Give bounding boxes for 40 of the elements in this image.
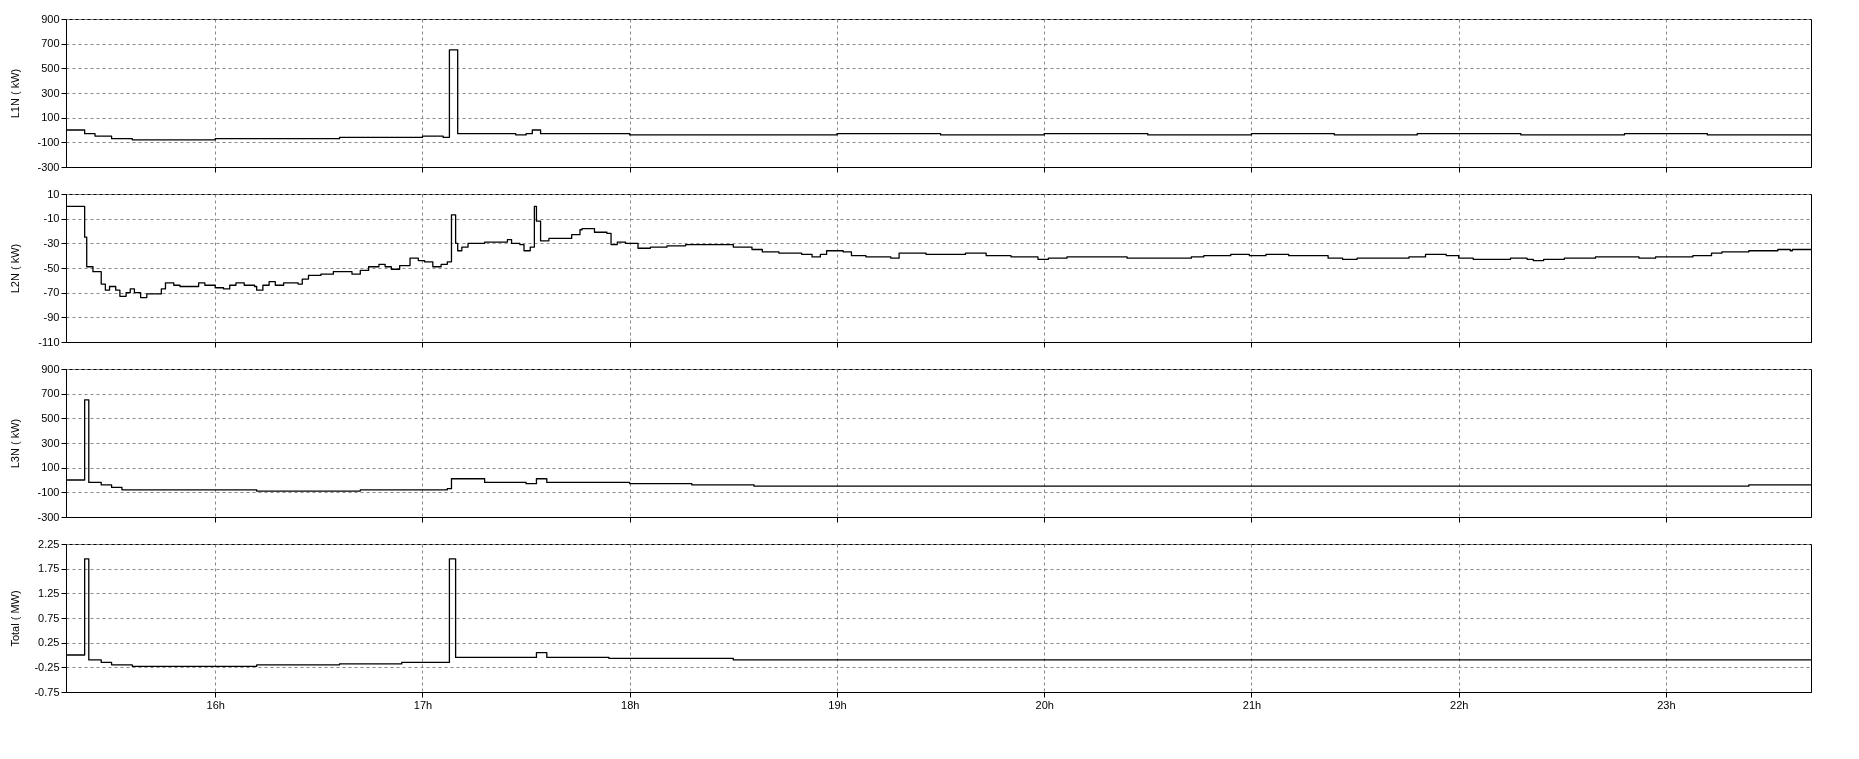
y-axis-title: L2N ( kW): [8, 243, 21, 294]
y-tick-label: -70: [43, 286, 60, 299]
y-tick-label: -90: [43, 310, 60, 323]
y-tick-label: 300: [41, 436, 60, 449]
y-tick-label: 500: [41, 61, 60, 74]
y-tick-label: -10: [43, 212, 60, 225]
y-tick-label: 0.75: [38, 611, 60, 624]
y-tick-label: 900: [41, 362, 60, 375]
y-tick-label: -50: [43, 261, 60, 274]
x-tick-label: 17h: [413, 698, 433, 711]
y-tick-label: 300: [41, 86, 60, 99]
y-tick-label: 100: [41, 461, 60, 474]
y-axis-title: Total ( MW): [8, 590, 21, 647]
y-tick-label: 100: [41, 111, 60, 124]
y-tick-label: 700: [41, 387, 60, 400]
y-tick-label: -300: [37, 160, 60, 173]
x-tick-label: 18h: [621, 698, 640, 711]
y-axis-title: L3N ( kW): [8, 418, 21, 469]
x-tick-label: 20h: [1035, 698, 1054, 711]
y-tick-label: -100: [37, 135, 60, 148]
y-tick-label: 0.25: [38, 636, 60, 649]
y-tick-label: -0.25: [34, 660, 60, 673]
y-tick-label: 2.25: [38, 537, 60, 550]
y-tick-label: 1.75: [38, 562, 60, 575]
y-tick-label: -100: [37, 485, 60, 498]
y-tick-label: 10: [47, 187, 60, 200]
x-tick-label: 21h: [1242, 698, 1262, 711]
y-tick-label: -0.75: [34, 685, 60, 698]
y-tick-label: 700: [41, 37, 60, 50]
y-tick-label: 500: [41, 411, 60, 424]
y-tick-label: -30: [43, 236, 60, 249]
x-tick-label: 19h: [828, 698, 847, 711]
y-tick-label: 900: [41, 12, 60, 25]
y-axis-title: L1N ( kW): [8, 68, 21, 119]
x-tick-label: 23h: [1657, 698, 1676, 711]
x-tick-label: 16h: [206, 698, 225, 711]
y-tick-label: -300: [37, 510, 60, 523]
y-tick-label: 1.25: [38, 586, 60, 599]
x-tick-label: 22h: [1450, 698, 1469, 711]
y-tick-label: -110: [38, 335, 60, 348]
